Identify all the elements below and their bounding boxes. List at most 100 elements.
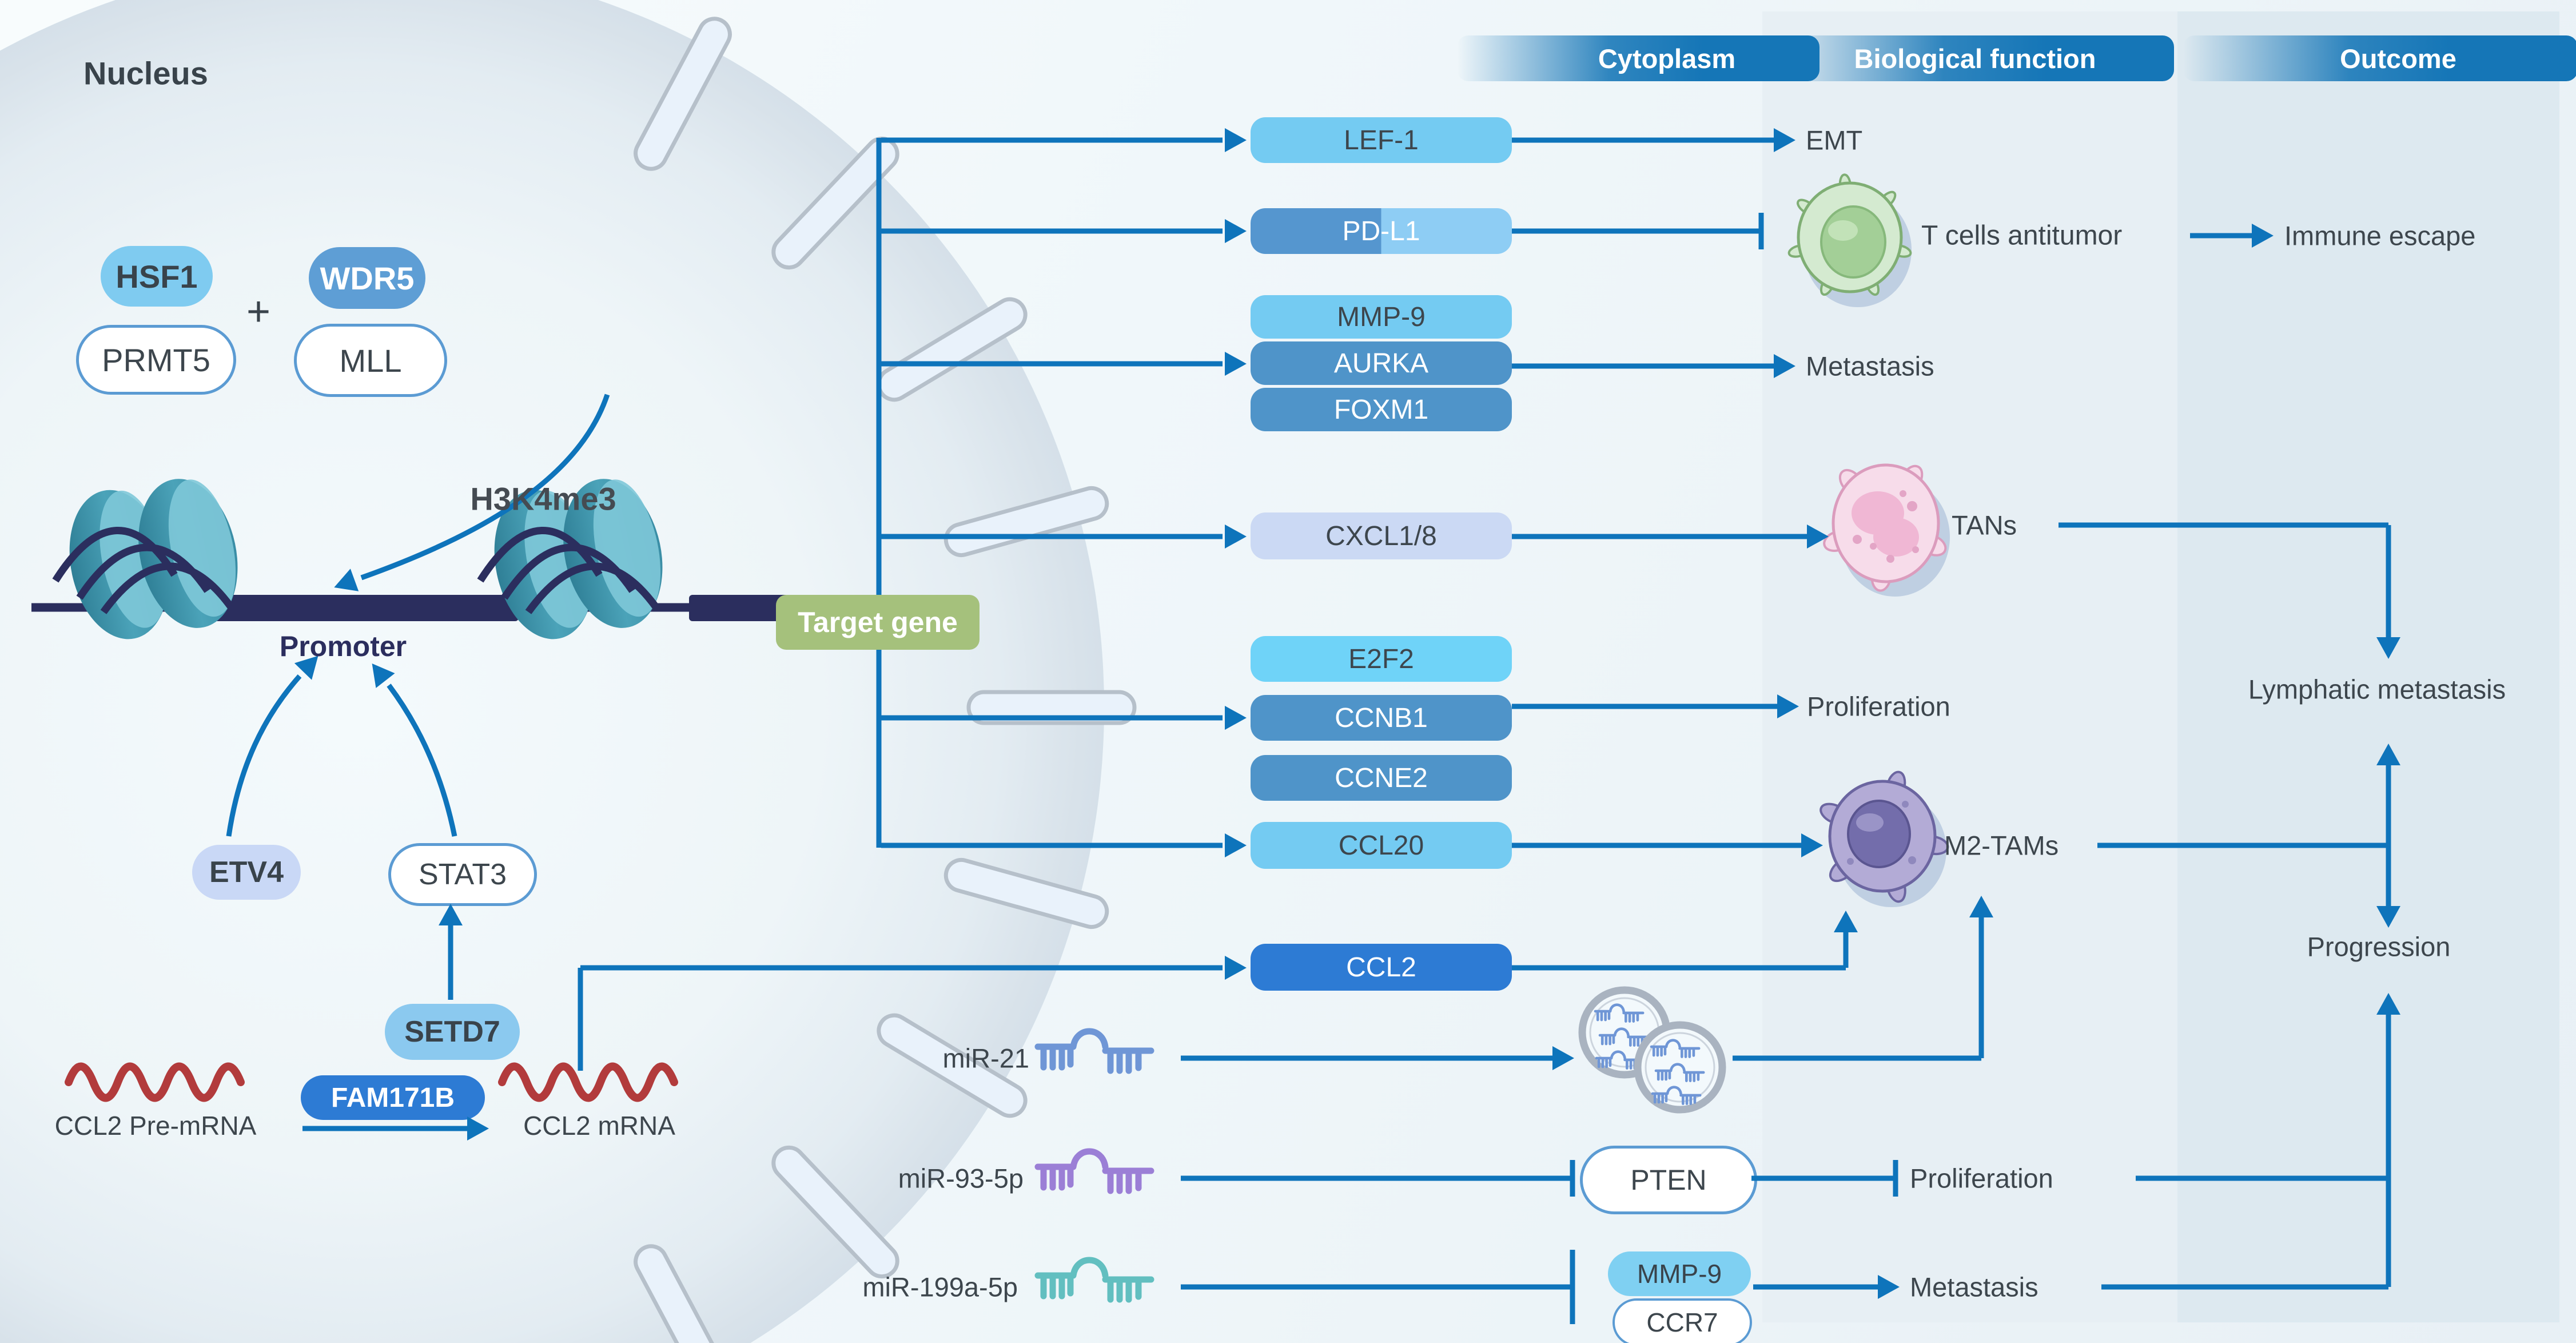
gene-box-lef1: LEF-1: [1251, 117, 1512, 163]
etv4-to-promoter-arrow: [226, 655, 318, 837]
gene-box-cxcl18: CXCL1/8: [1251, 512, 1512, 559]
etv4-pill: ETV4: [192, 845, 301, 900]
progression-label: Progression: [2307, 931, 2451, 962]
ccr7-label: CCR7: [1646, 1308, 1718, 1337]
cxcl-tans-arrowhead: [1807, 525, 1829, 549]
metastasis-top-label: Metastasis: [1806, 351, 1934, 382]
lef1-emt-line: [1512, 137, 1775, 143]
branch-aurka-arrowhead: [1225, 352, 1247, 376]
branch-aurka-line: [881, 361, 1223, 367]
t-cell-icon: [1787, 173, 1912, 307]
gene-box-ccl2: CCL2: [1251, 944, 1512, 991]
mir93-pten-line: [1181, 1175, 1572, 1181]
fam171b-label: FAM171B: [331, 1082, 455, 1113]
header-biological-function: Biological function: [1776, 35, 2174, 81]
pten-proliferation-line: [1751, 1175, 1893, 1181]
ccnb1-proliferation-arrowhead: [1777, 694, 1799, 718]
ccl20-m2tam-line: [1512, 843, 1801, 848]
branch-ccl20-line: [881, 843, 1223, 848]
nucleus-body: [0, 0, 1104, 1343]
promoter-label: Promoter: [279, 630, 407, 662]
mir93-pten-inhibition-bar: [1570, 1160, 1575, 1197]
stat3-pill: STAT3: [388, 843, 537, 906]
gene-box-aurka: AURKA: [1251, 341, 1512, 385]
mir199-label: miR-199a-5p: [862, 1272, 1018, 1302]
setd7-stat3-line: [448, 911, 453, 1000]
pten-label: PTEN: [1630, 1164, 1707, 1196]
exosome-m2tam-hline: [1733, 1055, 1981, 1061]
mll-to-promoter-arrow: [334, 394, 610, 591]
branch-lef1-line: [881, 137, 1223, 143]
outcome-column-band: [2177, 11, 2559, 1322]
immune-escape-label: Immune escape: [2284, 220, 2476, 251]
mll-label: MLL: [339, 342, 402, 379]
mir21-hairpin-icon: [1038, 1031, 1151, 1071]
promoter-bar: [213, 595, 519, 621]
plus-sign: +: [246, 289, 271, 335]
metastasis-bottom-label: Metastasis: [1910, 1272, 2038, 1302]
ccnb1-proliferation-line: [1512, 704, 1778, 709]
exosome-m2tam-arrowhead: [1969, 896, 1993, 917]
gene-box-ccl20: CCL20: [1251, 822, 1512, 869]
setd7-pill: SETD7: [385, 1004, 520, 1060]
m2-tams-label: M2-TAMs: [1944, 830, 2059, 861]
metastasis-progression-hline: [2101, 1284, 2388, 1290]
cxcl-tans-line: [1512, 534, 1807, 539]
target-gene-trunk-line: [876, 138, 882, 848]
stat3-label: STAT3: [418, 858, 507, 891]
ccl2-m2tam-hline: [1512, 965, 1846, 971]
ccl2-m2tam-vline: [1843, 918, 1849, 968]
branch-ccnb1-arrowhead: [1225, 706, 1247, 730]
emt-label: EMT: [1806, 125, 1863, 156]
mir21-exosome-line: [1181, 1055, 1554, 1061]
mir199-targets-line: [1181, 1284, 1572, 1290]
setd7-label: SETD7: [404, 1015, 500, 1048]
proliferation-progression-hline: [2136, 1175, 2388, 1181]
branch-ccl20-arrowhead: [1225, 833, 1247, 857]
targets-metastasis-line: [1753, 1284, 1878, 1290]
pre-mrna-label: CCL2 Pre-mRNA: [54, 1111, 257, 1141]
m2-tam-cell-icon: [1819, 770, 1949, 907]
branch-pdl1-line: [881, 228, 1223, 234]
nucleus-region-label: Nucleus: [83, 55, 208, 92]
aurka-metastasis-line: [1512, 363, 1775, 369]
tcell-immune-line: [2190, 233, 2253, 239]
gene-box-ccne2: CCNE2: [1251, 755, 1512, 801]
hsf1-pill: HSF1: [101, 246, 213, 307]
header-cytoplasm: Cytoplasm: [1457, 35, 1819, 81]
m2tam-outcome-hline: [2097, 843, 2388, 848]
pdl1-inhibition-bar: [1758, 213, 1764, 249]
ccl20-m2tam-arrowhead: [1801, 833, 1823, 857]
gene-box-e2f2: E2F2: [1251, 636, 1512, 682]
target-gene-label: Target gene: [798, 606, 958, 638]
mir93-label: miR-93-5p: [898, 1163, 1024, 1194]
mir199-hairpin-icon: [1038, 1260, 1151, 1300]
mrna-ccl2-arrowhead: [1225, 956, 1247, 980]
mir199-inhibition-bar: [1570, 1250, 1575, 1324]
branch-lef1-arrowhead: [1225, 128, 1247, 152]
gene-box-ccnb1: CCNB1: [1251, 695, 1512, 741]
m2tam-outcome-vline: [2386, 752, 2391, 921]
t-cells-antitumor-label: T cells antitumor: [1921, 220, 2123, 251]
ccl2-m2tam-arrowhead: [1834, 911, 1858, 932]
pten-pill: PTEN: [1580, 1146, 1757, 1214]
tans-outcome-vline: [2386, 525, 2391, 653]
bottom-progression-arrowhead: [2376, 993, 2400, 1015]
lef1-emt-arrowhead: [1774, 128, 1795, 152]
setd7-stat3-arrowhead: [439, 904, 463, 925]
m2tam-lymphatic-arrowhead: [2376, 744, 2400, 765]
wdr5-label: WDR5: [320, 260, 415, 296]
m2tam-progression-arrowhead: [2376, 906, 2400, 928]
tan-cell-icon: [1823, 463, 1950, 597]
mmp9-target-label: MMP-9: [1637, 1259, 1722, 1289]
mrna-label: CCL2 mRNA: [523, 1111, 675, 1141]
tcell-immune-arrowhead: [2252, 224, 2274, 248]
mrna-ccl2-vline: [578, 968, 583, 1071]
target-gene-tag: Target gene: [776, 595, 980, 650]
tans-lymphatic-arrowhead: [2376, 637, 2400, 659]
branch-cxcl-line: [881, 534, 1223, 539]
pten-proliferation-inhibition-bar: [1893, 1160, 1898, 1197]
exosome-icon: [1634, 1021, 1726, 1114]
fam171b-arrow-line: [302, 1126, 468, 1131]
